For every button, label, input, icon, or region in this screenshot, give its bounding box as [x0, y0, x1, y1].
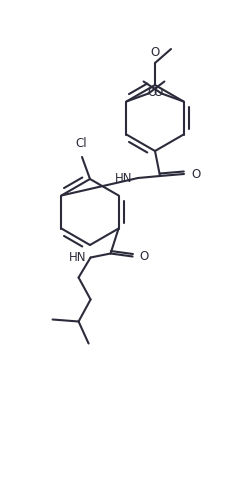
Text: Cl: Cl [75, 137, 87, 150]
Text: O: O [154, 86, 163, 99]
Text: O: O [150, 46, 160, 59]
Text: O: O [191, 168, 200, 180]
Text: O: O [147, 86, 156, 99]
Text: HN: HN [114, 171, 132, 184]
Text: HN: HN [69, 251, 86, 264]
Text: O: O [140, 250, 149, 263]
